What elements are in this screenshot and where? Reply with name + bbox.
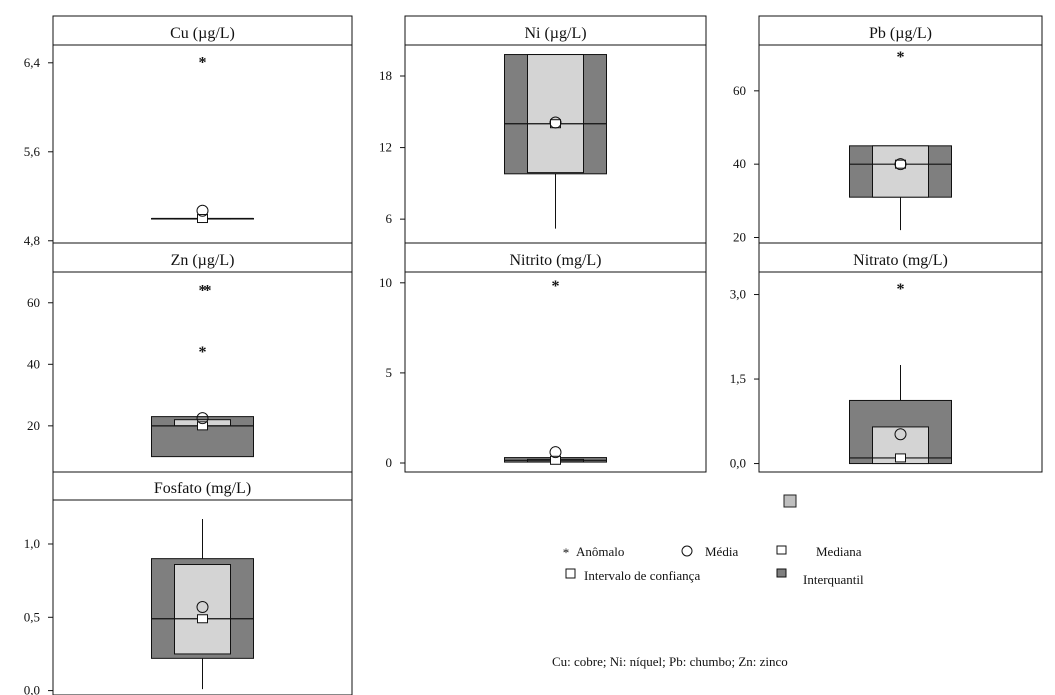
confidence-interval-box	[872, 145, 929, 198]
legend-median-label: Mediana	[816, 544, 862, 559]
panel-title: Nitrato (mg/L)	[853, 252, 948, 269]
panel-frame	[404, 271, 707, 473]
confidence-interval-box	[174, 564, 231, 655]
y-tick-label: 0,5	[24, 609, 40, 624]
median-marker	[895, 159, 906, 169]
panel-title-strip	[758, 15, 1043, 46]
y-tick-label: 1,0	[24, 536, 40, 551]
y-tick-label: 1,5	[730, 371, 746, 386]
y-tick-label: 4,8	[24, 233, 40, 248]
panel-title: Fosfato (mg/L)	[154, 480, 251, 497]
legend-ci-label: Intervalo de confiança	[584, 568, 700, 583]
panel-4: Nitrito (mg/L) 0 5 10 *	[379, 242, 707, 473]
panel-5: Nitrato (mg/L) 0,0 1,5 3,0 *	[730, 242, 1043, 473]
median-marker	[197, 421, 208, 431]
y-tick-label: 6,4	[24, 55, 41, 70]
outlier-marker: *	[199, 282, 207, 299]
outlier-marker: *	[199, 344, 207, 361]
outlier-marker: *	[199, 54, 207, 71]
y-tick-label: 18	[379, 68, 392, 83]
y-tick-label: 5,6	[24, 144, 41, 159]
legend-iqr-label: Interquantil	[803, 572, 864, 587]
mean-marker	[196, 412, 209, 425]
y-tick-label: 60	[27, 295, 40, 310]
panel-title: Pb (µg/L)	[869, 25, 932, 42]
confidence-interval-box	[527, 54, 584, 174]
y-tick-label: 5	[386, 365, 393, 380]
median-marker	[550, 455, 561, 465]
mean-marker	[196, 601, 209, 614]
panel-title: Ni (µg/L)	[524, 25, 586, 42]
y-tick-label: 0,0	[730, 456, 746, 471]
median-marker	[197, 214, 208, 224]
y-tick-label: 20	[733, 230, 746, 245]
mean-marker	[894, 158, 907, 171]
y-tick-label: 40	[733, 156, 746, 171]
panel-title-strip	[758, 242, 1043, 273]
y-tick-label: 10	[379, 275, 392, 290]
outlier-marker: *	[897, 281, 905, 298]
panel-0: Cu (µg/L) 4,8 5,6 6,4 *	[24, 15, 353, 248]
legend-mean-marker	[681, 545, 693, 557]
panel-frame	[52, 44, 353, 244]
legend-outlier-label: Anômalo	[576, 544, 624, 559]
panel-6: Fosfato (mg/L) 0,0 0,5 1,0	[24, 471, 353, 695]
y-tick-label: 60	[733, 83, 746, 98]
panel-1: Ni (µg/L) 6 12 18	[379, 15, 707, 244]
y-tick-label: 6	[386, 211, 393, 226]
legend-mean-label: Média	[705, 544, 738, 559]
legend-iqr-marker	[776, 568, 787, 578]
median-marker	[895, 453, 906, 463]
y-tick-label: 3,0	[730, 287, 746, 302]
panel-title: Nitrito (mg/L)	[510, 252, 602, 269]
outlier-marker: *	[552, 278, 560, 295]
panel-title-strip	[404, 15, 707, 46]
y-tick-label: 0,0	[24, 683, 40, 695]
mean-marker	[196, 204, 209, 217]
median-marker	[197, 614, 208, 624]
outlier-marker: *	[897, 49, 905, 66]
legend-ci-marker	[565, 568, 576, 579]
panel-title: Zn (µg/L)	[171, 252, 235, 269]
footnote: Cu: cobre; Ni: níquel; Pb: chumbo; Zn: z…	[552, 654, 788, 669]
y-tick-label: 40	[27, 356, 40, 371]
mean-marker	[549, 116, 562, 129]
y-tick-label: 20	[27, 418, 40, 433]
panel-title-strip	[404, 242, 707, 273]
panel-2: Pb (µg/L) 20 40 60 *	[733, 15, 1043, 245]
y-tick-label: 0	[386, 455, 393, 470]
panel-title: Cu (µg/L)	[170, 25, 235, 42]
legend-median-marker	[776, 545, 787, 555]
panel-title-strip	[52, 471, 353, 501]
panel-title-strip	[52, 15, 353, 46]
legend-outlier-marker: *	[563, 545, 570, 560]
outlier-marker: *	[204, 282, 212, 299]
y-tick-label: 12	[379, 140, 392, 155]
mean-marker	[894, 428, 907, 441]
mean-marker	[549, 446, 562, 459]
legend: * Anômalo Média Mediana Intervalo de con…	[563, 494, 864, 587]
legend-ci-swatch-top	[783, 494, 797, 508]
